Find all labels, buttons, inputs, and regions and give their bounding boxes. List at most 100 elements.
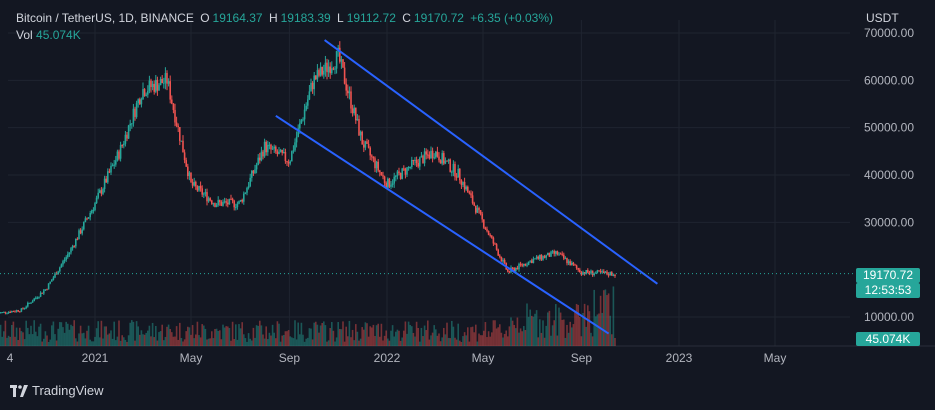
candle-body xyxy=(31,301,34,303)
candle-body xyxy=(137,99,139,104)
tradingview-footer[interactable]: TradingView xyxy=(10,383,104,398)
candle-body xyxy=(475,205,477,213)
candle-body xyxy=(151,83,154,88)
candle-body xyxy=(279,149,282,152)
change-value: +6.35 (+0.03%) xyxy=(470,11,554,25)
candle-body xyxy=(396,171,399,177)
candle-body xyxy=(375,161,378,169)
candle-body xyxy=(559,253,562,255)
candle-body xyxy=(71,246,74,249)
candle-body xyxy=(207,198,210,202)
candle-body xyxy=(97,192,99,198)
volume-bar xyxy=(415,321,418,346)
volume-bar xyxy=(310,328,312,346)
candle-body xyxy=(614,274,616,276)
candle-body xyxy=(15,310,18,312)
candle-body xyxy=(270,144,272,150)
volume-bar xyxy=(423,325,426,346)
volume-bar xyxy=(182,341,184,346)
candle-body xyxy=(158,85,160,91)
volume-bar xyxy=(350,337,352,346)
x-tick-label: Sep xyxy=(571,351,593,365)
volume-bar xyxy=(291,337,293,346)
candle-body xyxy=(155,79,157,92)
volume-bar xyxy=(335,337,338,346)
candle-body xyxy=(356,118,359,121)
candle-body xyxy=(465,186,467,190)
volume-bar xyxy=(332,330,335,346)
candle-body xyxy=(67,254,69,258)
volume-bar xyxy=(436,335,439,346)
volume-bar xyxy=(451,320,453,346)
candle-body xyxy=(124,134,127,144)
volume-bar xyxy=(550,335,552,346)
y-axis: 70000.00 60000.00 50000.00 40000.00 30000.00… xyxy=(864,26,914,324)
volume-bar xyxy=(284,331,287,346)
candle-body xyxy=(305,105,307,110)
volume-bar xyxy=(422,336,424,346)
candle-body xyxy=(76,238,79,240)
volume-bar xyxy=(7,335,10,346)
volume-bar xyxy=(323,321,325,346)
candle-body xyxy=(542,256,544,260)
candle-body xyxy=(236,203,239,208)
volume-bar xyxy=(287,330,290,346)
candle-body xyxy=(126,134,128,139)
candle-body xyxy=(329,66,331,74)
volume-bar xyxy=(1,336,3,346)
symbol-title[interactable]: Bitcoin / TetherUS, 1D, BINANCE xyxy=(16,11,194,25)
currency-label[interactable]: USDT xyxy=(866,11,899,25)
y-tick-label: 60000.00 xyxy=(864,73,914,87)
candle-body xyxy=(531,260,533,263)
candle-body xyxy=(225,201,227,203)
volume-bar xyxy=(78,333,80,346)
candle-body xyxy=(423,151,426,164)
volume-bar xyxy=(11,324,13,346)
x-tick-label: 2023 xyxy=(666,351,693,365)
volume-bar xyxy=(199,337,202,346)
candle-body xyxy=(598,270,600,272)
volume-bar xyxy=(132,321,135,346)
candle-body xyxy=(273,146,275,149)
volume-bar xyxy=(244,338,247,346)
volume-bar xyxy=(123,337,125,346)
candle-body xyxy=(569,261,571,266)
candle-body xyxy=(188,172,191,177)
volume-bar xyxy=(294,320,296,346)
volume-bar xyxy=(363,329,365,346)
candle-body xyxy=(43,290,45,294)
volume-bar xyxy=(559,312,562,346)
volume-bar xyxy=(527,316,530,346)
candle-body xyxy=(79,230,82,234)
volume-bar xyxy=(580,336,583,346)
candle-body xyxy=(484,227,487,230)
candle-body xyxy=(247,186,250,188)
volume-bar xyxy=(163,340,165,346)
volume-bar xyxy=(572,324,575,346)
candle-body xyxy=(110,166,112,173)
volume-bar xyxy=(281,335,283,346)
candle-body xyxy=(502,259,504,262)
candle-body xyxy=(204,192,207,194)
candle-body xyxy=(433,157,435,159)
candle-body xyxy=(404,168,407,175)
candle-body xyxy=(223,201,226,203)
tradingview-logo-icon xyxy=(10,384,28,397)
volume-bar xyxy=(375,325,378,346)
candle-body xyxy=(395,176,397,178)
volume-bar xyxy=(196,321,199,346)
trend-channel[interactable] xyxy=(275,39,658,335)
volume-bar xyxy=(155,325,157,346)
volume-bar xyxy=(492,320,495,346)
candle-body xyxy=(233,200,235,208)
candle-body xyxy=(393,176,395,184)
volume-bar xyxy=(449,338,451,346)
candle-body xyxy=(348,91,351,94)
volume-bar xyxy=(540,332,543,346)
volume-bar xyxy=(191,325,194,346)
candle-body xyxy=(462,182,464,185)
candle-body xyxy=(503,259,506,263)
candle-body xyxy=(203,193,205,195)
volume-bar xyxy=(47,341,50,346)
